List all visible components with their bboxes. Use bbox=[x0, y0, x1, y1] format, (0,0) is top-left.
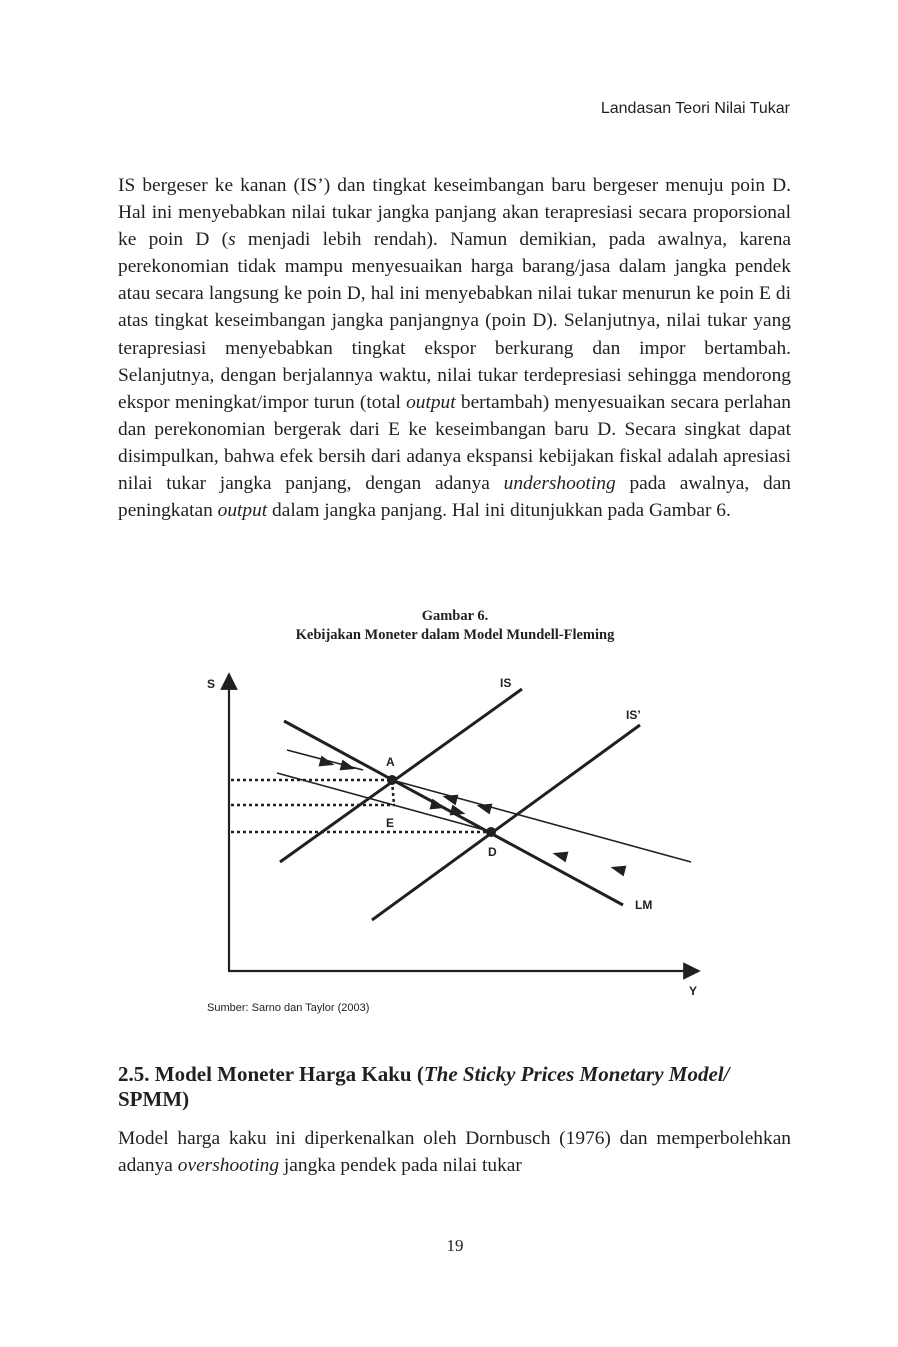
point-e-label: E bbox=[386, 816, 394, 830]
text-run: jangka pendek pada nilai tukar bbox=[279, 1155, 522, 1177]
lm-curve-label: LM bbox=[635, 898, 652, 912]
text-run: IS bergeser ke kanan (IS’) dan tingkat k… bbox=[118, 175, 791, 251]
figure-caption: Gambar 6. Kebijakan Moneter dalam Model … bbox=[0, 607, 898, 645]
running-head: Landasan Teori Nilai Tukar bbox=[600, 100, 790, 117]
italic-text: output bbox=[217, 500, 268, 522]
text-run: menjadi lebih rendah). Namun demikian, p… bbox=[118, 229, 791, 413]
y-axis-label: S bbox=[207, 677, 215, 691]
italic-text: output bbox=[406, 391, 456, 413]
figure-number: Gambar 6. bbox=[421, 608, 489, 624]
point-d-label: D bbox=[488, 845, 497, 859]
point-d-marker bbox=[486, 827, 496, 837]
section-heading: 2.5. Model Moneter Harga Kaku (The Stick… bbox=[118, 1062, 791, 1112]
point-a-label: A bbox=[386, 755, 395, 769]
italic-text: undershooting bbox=[503, 473, 616, 495]
adjustment-line-upper bbox=[391, 779, 692, 863]
text-run: Model harga kaku ini diperkenalkan oleh … bbox=[118, 1128, 791, 1177]
body-paragraph: IS bergeser ke kanan (IS’) dan tingkat k… bbox=[118, 172, 791, 524]
figure-title: Kebijakan Moneter dalam Model Mundell-Fl… bbox=[295, 627, 615, 643]
arrow-left-4 bbox=[610, 865, 627, 877]
figure-source: Sumber: Sarno dan Taylor (2003) bbox=[207, 1002, 370, 1014]
x-axis-label: Y bbox=[689, 984, 697, 998]
adjustment-line-lower bbox=[276, 772, 493, 833]
mundell-fleming-diagram: S Y IS IS’ LM A E bbox=[195, 660, 715, 1000]
is-prime-curve bbox=[371, 723, 641, 922]
arrow-right-4 bbox=[449, 804, 466, 816]
arrow-right-3 bbox=[429, 798, 446, 810]
point-a-marker bbox=[387, 775, 397, 785]
is-curve-label: IS bbox=[500, 676, 511, 690]
arrow-right-1 bbox=[318, 755, 335, 767]
arrow-right-2 bbox=[339, 759, 356, 771]
direction-arrows bbox=[318, 755, 627, 877]
dotted-line-a-to-e bbox=[390, 780, 396, 806]
is-prime-curve-label: IS’ bbox=[626, 708, 641, 722]
body-paragraph-2: Model harga kaku ini diperkenalkan oleh … bbox=[118, 1125, 791, 1179]
text-run: dalam jangka panjang. Hal ini ditunjukka… bbox=[267, 500, 731, 522]
arrow-left-2 bbox=[476, 803, 493, 815]
text-run: 2.5. Model Moneter Harga Kaku ( bbox=[118, 1062, 424, 1086]
italic-text: s bbox=[228, 229, 236, 251]
italic-text: The Sticky Prices Monetary Model/ bbox=[423, 1062, 730, 1086]
arrow-left-1 bbox=[442, 794, 459, 806]
italic-text: overshooting bbox=[177, 1155, 280, 1177]
page-number: 19 bbox=[446, 1236, 464, 1255]
is-curve bbox=[279, 687, 523, 864]
text-run: SPMM) bbox=[118, 1087, 190, 1111]
text-run: bertambah) menyesuaikan secara perlahan … bbox=[118, 391, 791, 495]
arrow-left-3 bbox=[552, 851, 569, 863]
text-run: pada awalnya, dan peningkatan bbox=[118, 473, 791, 522]
